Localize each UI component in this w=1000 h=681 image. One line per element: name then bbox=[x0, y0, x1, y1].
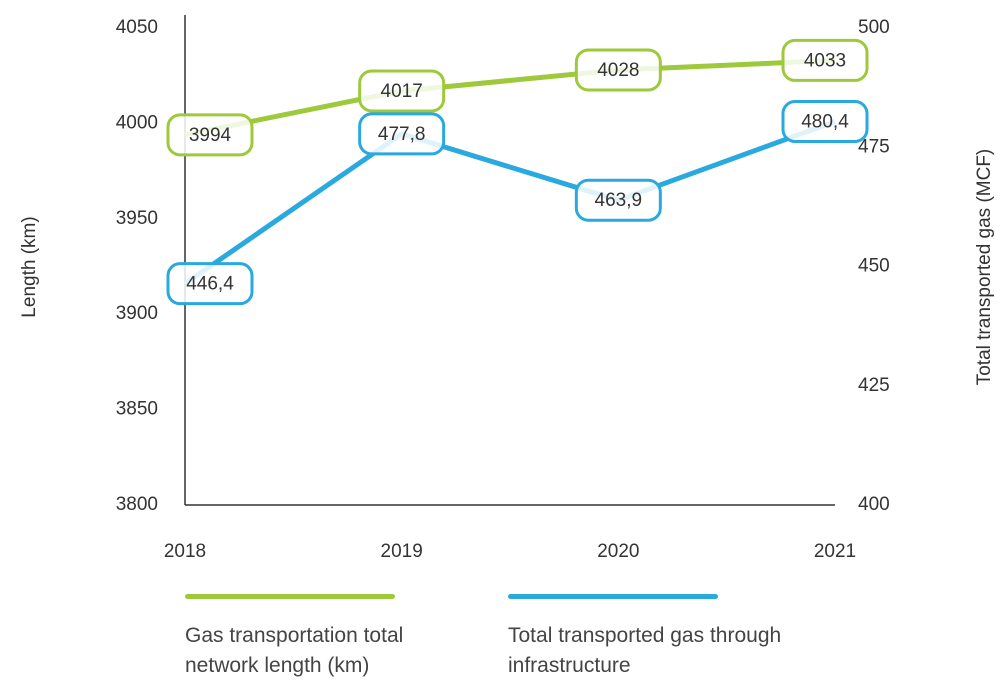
legend-label: Gas transportation total network length … bbox=[185, 624, 404, 677]
legend-label: Total transported gas through infrastruc… bbox=[508, 624, 782, 677]
data-label-box bbox=[358, 112, 446, 156]
series-line bbox=[184, 57, 836, 138]
x-tick-label: 2021 bbox=[814, 541, 856, 562]
legend-item: Gas transportation total network length … bbox=[185, 594, 465, 681]
x-tick-label: 2018 bbox=[164, 541, 206, 562]
data-label: 446,4 bbox=[186, 274, 234, 295]
data-label-box bbox=[166, 113, 254, 157]
legend-swatch bbox=[185, 594, 395, 599]
data-label-box bbox=[781, 38, 869, 82]
y-axis-label: Length (km) bbox=[19, 216, 40, 317]
data-label-box bbox=[166, 262, 254, 306]
x-tick-label: 2019 bbox=[381, 541, 423, 562]
y-tick-label: 4050 bbox=[116, 17, 158, 38]
x-tick-label: 2020 bbox=[597, 541, 639, 562]
legend-item: Total transported gas through infrastruc… bbox=[508, 594, 788, 681]
data-label-box bbox=[574, 178, 662, 222]
y2-axis-label: Total transported gas (MCF) bbox=[974, 149, 995, 386]
y-tick-label: 3850 bbox=[116, 399, 158, 420]
chart: Length (km) Total transported gas (MCF) … bbox=[19, 15, 995, 562]
y-tick-label: 3950 bbox=[116, 208, 158, 229]
y2-tick-label: 400 bbox=[858, 494, 890, 515]
y2-tick-label: 450 bbox=[858, 256, 890, 277]
y-tick-label: 4000 bbox=[116, 112, 158, 133]
data-label: 463,9 bbox=[595, 190, 643, 211]
data-label: 3994 bbox=[189, 125, 232, 146]
data-label-box bbox=[358, 69, 446, 113]
series-line bbox=[183, 119, 836, 286]
legend-swatch bbox=[508, 594, 718, 599]
data-label: 4033 bbox=[804, 50, 846, 71]
data-label-box bbox=[781, 99, 869, 143]
data-label: 477,8 bbox=[378, 124, 426, 145]
data-label-box bbox=[574, 48, 662, 92]
data-label: 480,4 bbox=[801, 112, 849, 133]
data-label: 4028 bbox=[597, 60, 639, 81]
y2-tick-label: 500 bbox=[858, 17, 890, 38]
y-tick-label: 3800 bbox=[116, 494, 158, 515]
data-label: 4017 bbox=[381, 81, 423, 102]
y2-tick-label: 475 bbox=[858, 136, 890, 157]
y-tick-label: 3900 bbox=[116, 303, 158, 324]
y2-tick-label: 425 bbox=[858, 375, 890, 396]
